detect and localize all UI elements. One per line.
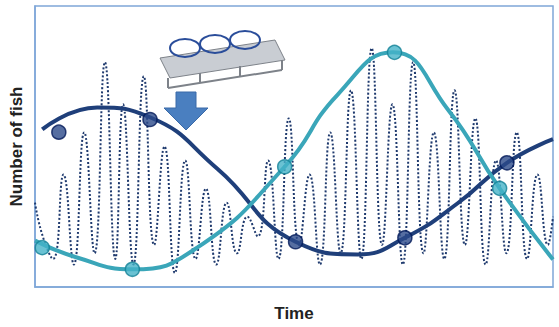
svg-text:Time: Time [274, 304, 313, 323]
svg-text:Number of fish: Number of fish [7, 87, 26, 207]
